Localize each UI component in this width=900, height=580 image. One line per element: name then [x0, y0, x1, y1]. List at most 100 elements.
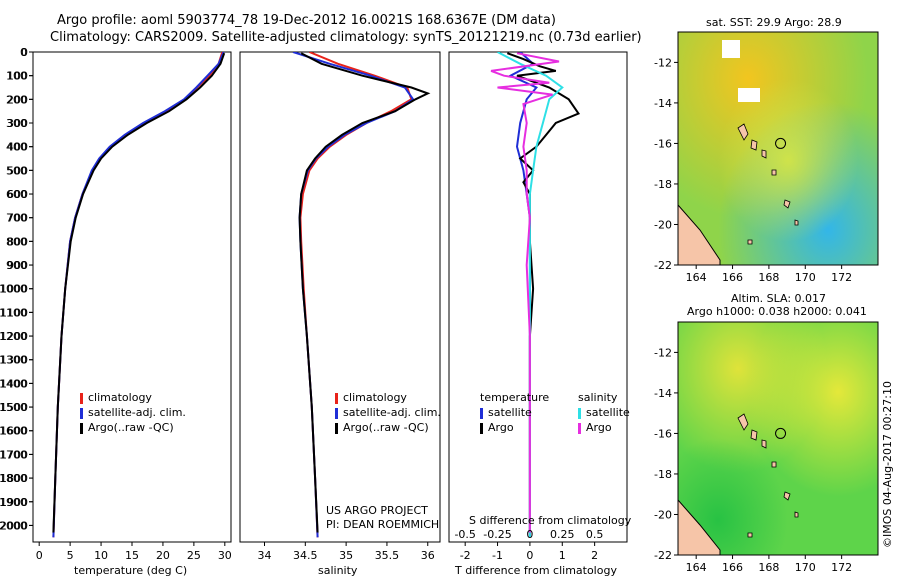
sal-line-1: [292, 52, 415, 538]
temp-ytick-label: 500: [6, 164, 27, 177]
sst-map-title: sat. SST: 29.9 Argo: 28.9: [706, 16, 842, 29]
sal-line-0: [299, 52, 413, 538]
temp-ytick-label: 600: [6, 188, 27, 201]
sla-map-xtick-label: 164: [686, 561, 707, 574]
sal-series: [292, 52, 431, 538]
sal-legend-climatology: climatology: [335, 390, 441, 405]
sal-xtick-label: 36: [421, 549, 435, 562]
sla-map-ytick-label: -18: [654, 468, 672, 481]
pi-label: PI: DEAN ROEMMICH: [326, 518, 440, 531]
temp-ytick-label: 200: [6, 93, 27, 106]
temp-xtick-label: 10: [94, 549, 108, 562]
sla-map-ytick-label: -16: [654, 427, 672, 440]
diff-xtick-label: -1: [492, 549, 503, 562]
sla-map-frame: [677, 321, 879, 556]
title-line-2: Climatology: CARS2009. Satellite-adjuste…: [50, 30, 642, 45]
temp-ytick-label: 800: [7, 235, 28, 248]
temp-line-0: [52, 52, 224, 538]
temp-frame: [32, 51, 232, 543]
imos-stamp: ©IMOS 04-Aug-2017 00:27:10: [881, 381, 894, 548]
sal-legend-satellite: satellite-adj. clim.: [335, 405, 441, 420]
sst-map-field: [678, 32, 878, 265]
diff-stick-label: 0: [526, 528, 533, 541]
sla-map-xtick-label: 166: [722, 561, 743, 574]
sst-map-ytick-label: -16: [654, 137, 672, 150]
diff-line-3: [490, 52, 560, 533]
temp-series: [52, 52, 226, 538]
temp-xtick-label: 0: [36, 549, 43, 562]
sal-legend: climatology satellite-adj. clim. Argo(..…: [335, 390, 441, 435]
temp-ytick-label: 400: [7, 141, 28, 154]
temp-ytick-label: 1200: [0, 330, 27, 343]
temp-ytick-label: 1000: [0, 283, 27, 296]
sst-map-xtick-label: 166: [722, 271, 743, 284]
diff-frame: [448, 51, 628, 543]
temp-ytick-label: 0: [20, 46, 27, 59]
diff-stick-label: 0.5: [586, 528, 604, 541]
temp-ytick-label: 1300: [0, 354, 28, 367]
sst-map-xtick-label: 164: [686, 271, 707, 284]
sal-frame: [239, 51, 441, 543]
sst-map-ytick-label: -18: [654, 178, 672, 191]
temp-ytick-label: 1100: [0, 306, 27, 319]
temp-line-2: [52, 52, 226, 533]
diff-legend-temp-argo: Argo: [480, 420, 549, 435]
temp-xlabel: temperature (deg C): [74, 564, 188, 577]
diff-legend-temp-satellite: satellite: [480, 405, 549, 420]
sla-map-title-1: Altim. SLA: 0.017: [731, 292, 827, 305]
temp-xtick-label: 25: [187, 549, 201, 562]
temp-ytick-label: 1600: [0, 425, 28, 438]
diff-series: [490, 52, 581, 538]
sla-map-field: [678, 322, 878, 555]
diff-legend-temperature: temperature satellite Argo: [480, 390, 549, 435]
temp-ytick-label: 2000: [0, 519, 27, 532]
sal-legend-argo: Argo(..raw -QC): [335, 420, 441, 435]
temp-xtick-label: 20: [156, 549, 170, 562]
diff-xtick-label: 2: [591, 549, 598, 562]
sla-map-xtick-label: 168: [758, 561, 779, 574]
temp-ytick-label: 1800: [0, 472, 27, 485]
sst-map-float-marker: [775, 137, 787, 149]
temp-ytick-label: 1500: [0, 401, 28, 414]
diff-stick-label: 0.25: [550, 528, 575, 541]
sal-xtick-label: 35: [339, 549, 353, 562]
temp-ytick-label: 1300: [0, 354, 27, 367]
temp-ytick-label: 500: [7, 164, 28, 177]
temp-legend-climatology: climatology: [80, 390, 186, 405]
temp-ytick-label: 1400: [0, 377, 28, 390]
sla-map-ytick-label: -12: [654, 346, 672, 359]
sal-xtick-label: 34: [257, 549, 271, 562]
temp-ytick-label: 300: [6, 117, 27, 130]
sst-map-ytick-label: -12: [654, 56, 672, 69]
temp-legend-argo: Argo(..raw -QC): [80, 420, 186, 435]
diff-line-1: [506, 52, 581, 533]
temp-ytick-label: 1000: [0, 283, 28, 296]
sla-map-ytick-label: -14: [654, 387, 672, 400]
temp-ytick-label: 900: [7, 259, 28, 272]
temp-ytick-label: 1800: [0, 472, 28, 485]
temp-xtick-label: 30: [218, 549, 232, 562]
temp-ytick-label: 300: [7, 117, 28, 130]
temp-ytick-label: 700: [7, 212, 28, 225]
temp-ytick-label: 1900: [0, 496, 27, 509]
sal-line-2: [298, 52, 431, 533]
sla-map-float-marker: [775, 427, 787, 439]
diff-legend-sal-header: salinity: [578, 391, 618, 404]
diff-legend-sal-satellite: satellite: [578, 405, 630, 420]
temp-ytick-label: 1400: [0, 377, 27, 390]
temp-ytick-label: 1500: [0, 401, 27, 414]
sst-map-frame: [677, 31, 879, 266]
temp-ytick-label: 100: [6, 70, 27, 83]
temp-ytick-label: 900: [6, 259, 27, 272]
temp-legend: climatology satellite-adj. clim. Argo(..…: [80, 390, 186, 435]
diff-stick-label: -0.25: [483, 528, 511, 541]
diff-xtick-label: 1: [559, 549, 566, 562]
temp-ytick-label: 1600: [0, 425, 27, 438]
sal-xlabel: salinity: [318, 564, 358, 577]
temp-ytick-label: 800: [6, 235, 27, 248]
diff-xtick-label: 0: [526, 549, 533, 562]
diff-xlabel-top: S difference from climatology: [469, 514, 632, 527]
temp-ytick-label: 100: [7, 70, 28, 83]
sst-map-ytick-label: -20: [654, 218, 672, 231]
